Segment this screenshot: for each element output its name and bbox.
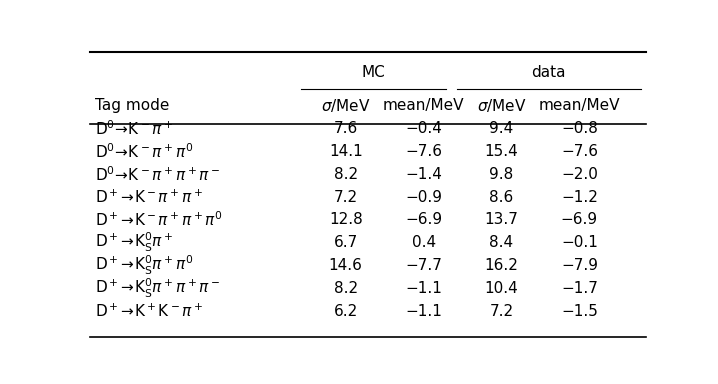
Text: 8.2: 8.2 (334, 167, 358, 182)
Text: 9.8: 9.8 (490, 167, 513, 182)
Text: −0.8: −0.8 (561, 121, 598, 136)
Text: −7.6: −7.6 (405, 144, 442, 159)
Text: 10.4: 10.4 (485, 281, 518, 296)
Text: 6.7: 6.7 (334, 235, 358, 250)
Text: $\sigma$/MeV: $\sigma$/MeV (477, 97, 526, 114)
Text: 7.2: 7.2 (334, 190, 358, 205)
Text: 14.1: 14.1 (329, 144, 363, 159)
Text: $\mathrm{D}^+\!\rightarrow\!\mathrm{K}^-\pi^+\pi^+\pi^0$: $\mathrm{D}^+\!\rightarrow\!\mathrm{K}^-… (95, 210, 223, 229)
Text: −7.6: −7.6 (561, 144, 598, 159)
Text: $\sigma$/MeV: $\sigma$/MeV (321, 97, 370, 114)
Text: −6.9: −6.9 (561, 212, 598, 227)
Text: 9.4: 9.4 (490, 121, 513, 136)
Text: mean/MeV: mean/MeV (383, 98, 465, 113)
Text: $\mathrm{D}^0\!\rightarrow\!\mathrm{K}^-\pi^+\pi^0$: $\mathrm{D}^0\!\rightarrow\!\mathrm{K}^-… (95, 142, 193, 161)
Text: −2.0: −2.0 (561, 167, 598, 182)
Text: MC: MC (362, 65, 386, 80)
Text: −1.1: −1.1 (405, 281, 442, 296)
Text: −1.4: −1.4 (405, 167, 442, 182)
Text: 0.4: 0.4 (411, 235, 436, 250)
Text: $\mathrm{D}^+\!\rightarrow\!\mathrm{K}^-\pi^+\pi^+$: $\mathrm{D}^+\!\rightarrow\!\mathrm{K}^-… (95, 189, 203, 206)
Text: $\mathrm{D}^0\!\rightarrow\!\mathrm{K}^-\pi^+$: $\mathrm{D}^0\!\rightarrow\!\mathrm{K}^-… (95, 119, 174, 138)
Text: −1.5: −1.5 (561, 303, 598, 318)
Text: −1.1: −1.1 (405, 303, 442, 318)
Text: $\mathrm{D}^+\!\rightarrow\!\mathrm{K}^0_{\mathrm{S}}\pi^+$: $\mathrm{D}^+\!\rightarrow\!\mathrm{K}^0… (95, 231, 174, 254)
Text: Tag mode: Tag mode (95, 98, 169, 113)
Text: −1.2: −1.2 (561, 190, 598, 205)
Text: mean/MeV: mean/MeV (538, 98, 620, 113)
Text: 8.6: 8.6 (490, 190, 513, 205)
Text: $\mathrm{D}^+\!\rightarrow\!\mathrm{K}^+\mathrm{K}^-\pi^+$: $\mathrm{D}^+\!\rightarrow\!\mathrm{K}^+… (95, 302, 204, 319)
Text: $\mathrm{D}^+\!\rightarrow\!\mathrm{K}^0_{\mathrm{S}}\pi^+\pi^0$: $\mathrm{D}^+\!\rightarrow\!\mathrm{K}^0… (95, 254, 193, 277)
Text: −6.9: −6.9 (405, 212, 442, 227)
Text: 16.2: 16.2 (485, 258, 518, 273)
Text: data: data (531, 65, 566, 80)
Text: 14.6: 14.6 (329, 258, 363, 273)
Text: 7.6: 7.6 (334, 121, 358, 136)
Text: 13.7: 13.7 (485, 212, 518, 227)
Text: 7.2: 7.2 (490, 303, 513, 318)
Text: 6.2: 6.2 (334, 303, 358, 318)
Text: −1.7: −1.7 (561, 281, 598, 296)
Text: 8.4: 8.4 (490, 235, 513, 250)
Text: $\mathrm{D}^0\!\rightarrow\!\mathrm{K}^-\pi^+\pi^+\pi^-$: $\mathrm{D}^0\!\rightarrow\!\mathrm{K}^-… (95, 165, 220, 184)
Text: −7.7: −7.7 (405, 258, 442, 273)
Text: −7.9: −7.9 (561, 258, 598, 273)
Text: −0.1: −0.1 (561, 235, 598, 250)
Text: 15.4: 15.4 (485, 144, 518, 159)
Text: −0.9: −0.9 (405, 190, 442, 205)
Text: 8.2: 8.2 (334, 281, 358, 296)
Text: $\mathrm{D}^+\!\rightarrow\!\mathrm{K}^0_{\mathrm{S}}\pi^+\pi^+\pi^-$: $\mathrm{D}^+\!\rightarrow\!\mathrm{K}^0… (95, 276, 220, 300)
Text: 12.8: 12.8 (329, 212, 363, 227)
Text: −0.4: −0.4 (405, 121, 442, 136)
